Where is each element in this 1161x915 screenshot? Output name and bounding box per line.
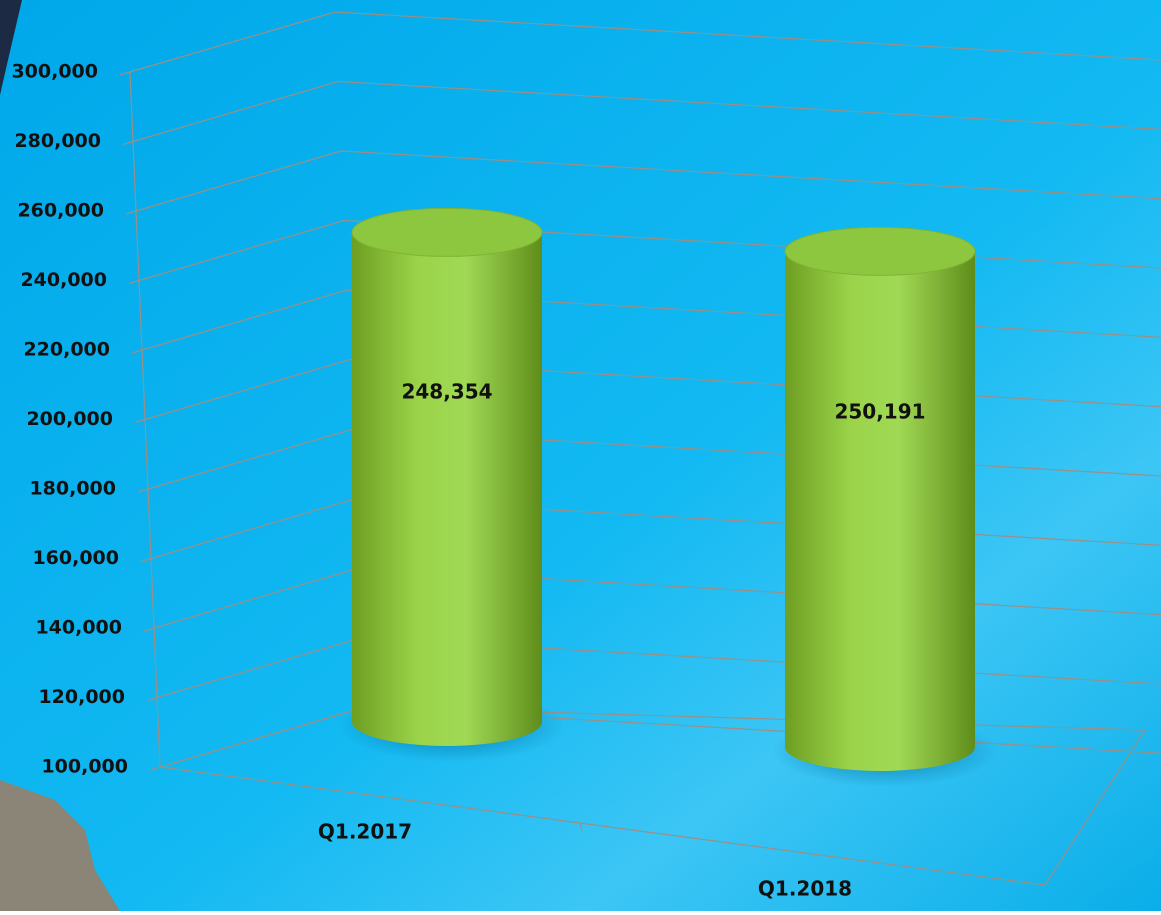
bar-body — [352, 232, 542, 746]
y-tick-label: 160,000 — [32, 547, 119, 569]
y-tick-label: 220,000 — [23, 339, 110, 361]
y-tick-label: 300,000 — [11, 61, 98, 83]
bar-top — [352, 208, 542, 256]
value-label: 248,354 — [401, 380, 492, 404]
y-tick-label: 200,000 — [26, 408, 113, 430]
bar — [352, 208, 542, 746]
y-tick-label: 280,000 — [14, 130, 101, 152]
bar — [785, 227, 975, 771]
bar-top — [785, 227, 975, 275]
y-tick-label: 140,000 — [35, 617, 122, 639]
x-tick-label: Q1.2017 — [318, 820, 412, 844]
chart: 100,000 120,000 140,000 160,000 180,000 200,0… — [0, 0, 1161, 911]
y-tick-label: 100,000 — [41, 756, 128, 778]
value-label: 250,191 — [834, 400, 925, 424]
x-tick-label: Q1.2018 — [758, 877, 852, 901]
y-tick-label: 260,000 — [17, 200, 104, 222]
y-tick-label: 240,000 — [20, 269, 107, 291]
bar-body — [785, 251, 975, 771]
y-tick-label: 180,000 — [29, 478, 116, 500]
y-tick-label: 120,000 — [38, 686, 125, 708]
background — [0, 0, 1161, 911]
